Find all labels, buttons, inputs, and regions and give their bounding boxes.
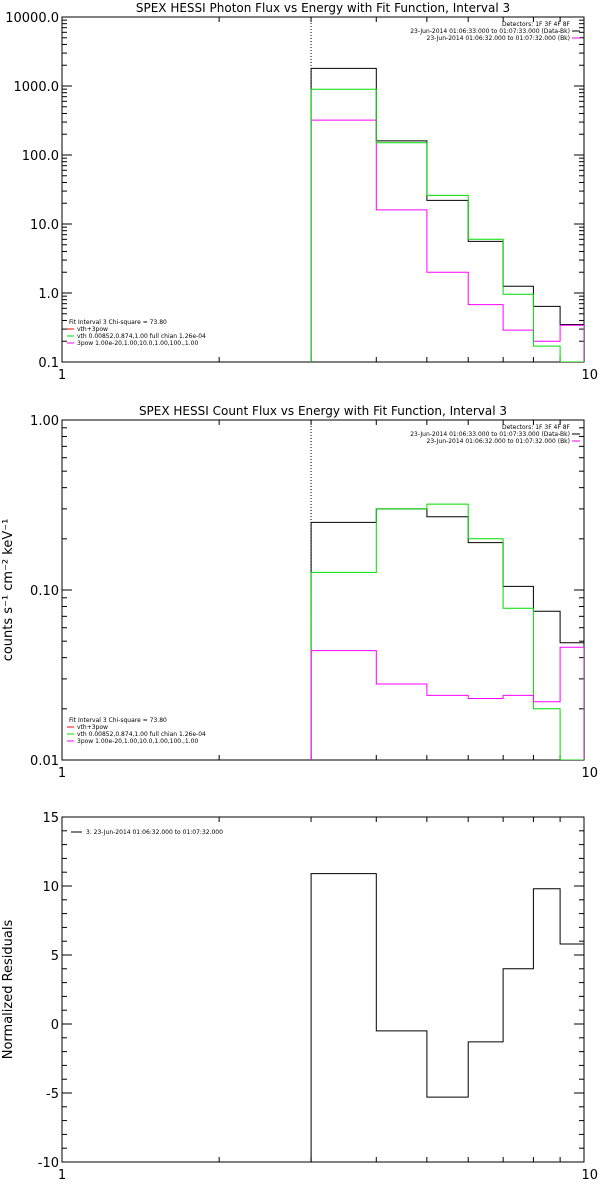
- y-tick-label: 0: [51, 1018, 59, 1033]
- legend-entry-2: vth+3pow: [77, 326, 108, 333]
- legend-entry-1: Fit Interval 3 Chi-square = 73.80: [69, 717, 167, 724]
- legend-entry-4: 3pow 1.00e-20,1.00,10.0,1.00,100.,1.00: [77, 738, 198, 745]
- header-line-1: Detectors: 1F 3F 4F 8F: [502, 21, 571, 28]
- chart-title: SPEX HESSI Count Flux vs Energy with Fit…: [139, 404, 507, 418]
- y-tick-label: 1000.0: [14, 80, 60, 95]
- plot-frame: [61, 419, 585, 761]
- y-tick-label: 1.00: [30, 414, 59, 429]
- y-axis-label: counts s⁻¹ cm⁻² keV⁻¹: [1, 519, 16, 662]
- header-line-2: 23-Jun-2014 01:06:33.000 to 01:07:33.000…: [410, 28, 570, 35]
- y-tick-label: 10000.0: [5, 11, 59, 26]
- legend-entry-1: Fit Interval 3 Chi-square = 73.80: [69, 319, 167, 326]
- header-line-3: 23-Jun-2014 01:06:32.000 to 01:07:32.000…: [427, 35, 570, 42]
- legend-entry-1: 3. 23-Jun-2014 01:06:32.000 to 01:07:32.…: [86, 829, 223, 836]
- header-line-3: 23-Jun-2014 01:06:32.000 to 01:07:32.000…: [427, 438, 570, 445]
- plot-frame: [61, 816, 585, 1163]
- y-tick-label: 0.01: [30, 754, 59, 769]
- x-tick-label: 1: [58, 1168, 66, 1183]
- x-tick-label: 10: [581, 368, 598, 383]
- series-line-1: [310, 67, 584, 362]
- y-tick-label: 0.1: [38, 356, 59, 371]
- legend-entry-3: vth 0.00852,0.874,1.00 full chian 1.26e-…: [77, 333, 206, 340]
- y-tick-label: 5: [51, 949, 59, 964]
- chart-panel-1: SPEX HESSI Photon Flux vs Energy with Fi…: [5, 1, 598, 383]
- x-tick-label: 10: [581, 1168, 598, 1183]
- y-tick-label: 100.0: [22, 149, 59, 164]
- chart-panel-2: SPEX HESSI Count Flux vs Energy with Fit…: [1, 404, 598, 781]
- series-line-2: [310, 119, 584, 362]
- y-tick-label: -10: [38, 1156, 59, 1171]
- legend-entry-3: vth 0.00852,0.874,1.00 full chian 1.26e-…: [77, 731, 206, 738]
- x-tick-label: 10: [581, 766, 598, 781]
- y-tick-label: 1.0: [38, 287, 59, 302]
- series-line-3: [310, 646, 584, 760]
- header-line-1: Detectors: 1F 3F 4F 8F: [502, 424, 571, 431]
- plot-frame: [61, 16, 585, 363]
- y-tick-label: 15: [42, 811, 59, 826]
- y-tick-label: 10.0: [30, 218, 59, 233]
- series-line-1: [310, 508, 584, 760]
- chart-panel-3: -10 -5 0 5 10 15 1 10 Normalized Residuals 3. 23-…: [1, 811, 598, 1183]
- x-tick-label: 1: [58, 766, 66, 781]
- legend-entry-4: 3pow 1.00e-20,1.00,10.0,1.00,100.,1.00: [77, 340, 198, 347]
- y-tick-label: -5: [46, 1087, 59, 1102]
- y-tick-label: 10: [42, 880, 59, 895]
- series-line-1: [310, 873, 584, 1162]
- series-line-3: [310, 88, 584, 362]
- series-line-2: [310, 503, 584, 760]
- chart-title: SPEX HESSI Photon Flux vs Energy with Fi…: [136, 1, 510, 15]
- x-tick-label: 1: [58, 368, 66, 383]
- header-line-2: 23-Jun-2014 01:06:33.000 to 01:07:33.000…: [410, 431, 570, 438]
- y-tick-label: 0.10: [30, 584, 59, 599]
- y-axis-label: Normalized Residuals: [1, 920, 16, 1060]
- legend-entry-2: vth+3pow: [77, 724, 108, 731]
